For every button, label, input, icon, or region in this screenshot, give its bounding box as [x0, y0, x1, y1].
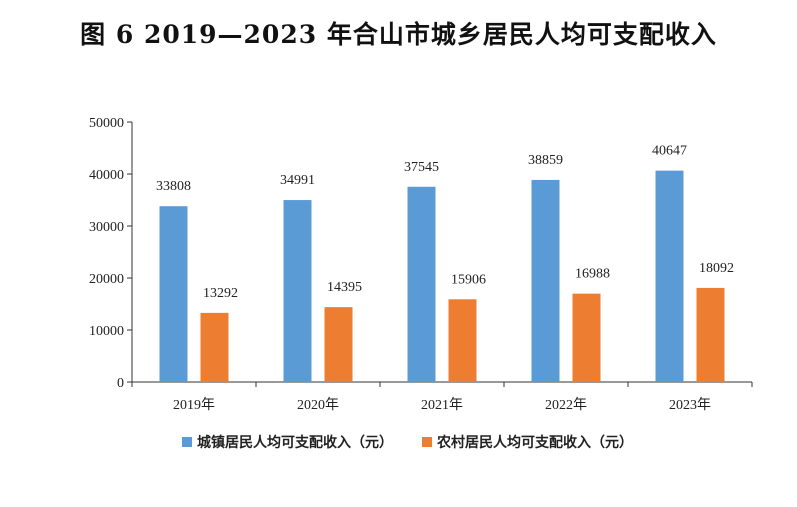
data-label: 13292: [203, 286, 238, 301]
y-tick-label: 20000: [89, 272, 124, 287]
bar-rural: [696, 287, 725, 382]
x-category-label: 2022年: [545, 397, 587, 413]
bar-urban: [655, 170, 684, 382]
x-category-label: 2023年: [669, 397, 711, 413]
data-label: 14395: [327, 280, 362, 295]
data-label: 37545: [404, 160, 439, 175]
bar-rural: [200, 312, 229, 382]
y-tick-label: 30000: [89, 220, 124, 235]
y-tick-label: 0: [117, 376, 124, 391]
axes: 0 10000 20000 30000 40000 50000 2019年 2020年 2021…: [89, 116, 753, 413]
data-label: 34991: [280, 173, 315, 188]
bar-rural: [572, 293, 601, 382]
legend-swatch: [422, 437, 432, 447]
legend-swatch: [182, 437, 192, 447]
bar-urban: [283, 200, 312, 382]
bar-urban: [407, 186, 436, 382]
data-label: 38859: [528, 153, 563, 168]
data-label: 15906: [451, 272, 486, 287]
bar-rural: [448, 299, 477, 382]
legend: 城镇居民人均可支配收入（元） 农村居民人均可支配收入（元）: [182, 434, 633, 451]
bar-rural: [324, 307, 353, 382]
x-category-label: 2021年: [421, 397, 463, 413]
data-labels: 33808 13292 34991 14395 37545 15906 38859 16988…: [156, 144, 734, 301]
y-tick-label: 40000: [89, 168, 124, 183]
y-tick-label: 10000: [89, 324, 124, 339]
bar-urban: [531, 179, 560, 382]
legend-label: 城镇居民人均可支配收入（元）: [197, 434, 393, 451]
x-category-label: 2019年: [173, 397, 215, 413]
y-tick-label: 50000: [89, 116, 124, 131]
x-category-label: 2020年: [297, 397, 339, 413]
legend-label: 农村居民人均可支配收入（元）: [436, 434, 633, 451]
bar-urban: [159, 206, 188, 382]
bars: [159, 170, 725, 382]
data-label: 16988: [575, 267, 610, 282]
chart-title: 图 6 2019—2023 年合山市城乡居民人均可支配收入: [80, 20, 717, 49]
data-label: 33808: [156, 179, 191, 194]
data-label: 18092: [699, 261, 734, 276]
data-label: 40647: [652, 144, 687, 159]
